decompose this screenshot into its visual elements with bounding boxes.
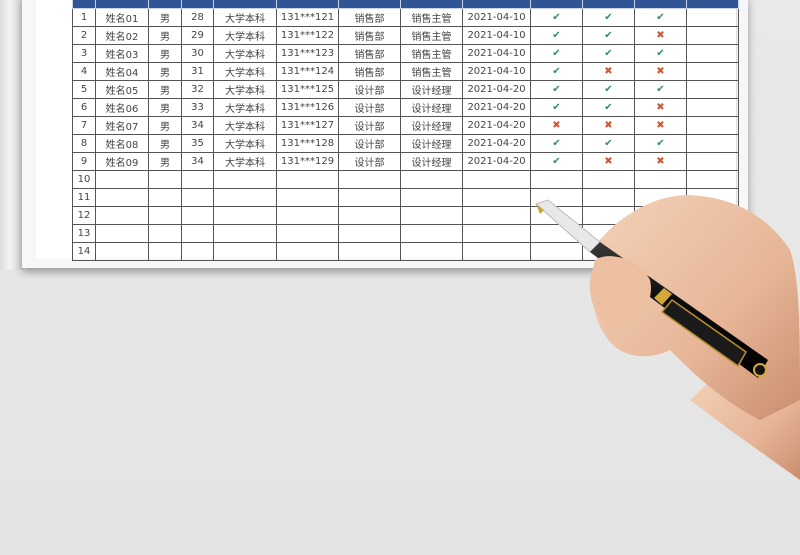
check-icon: ✔ [604,84,613,95]
check-icon: ✔ [604,30,613,41]
table-row: 9 姓名09 男 34 大学本科 131***129 设计部 设计经理 2021-04-20 ✔ ✖… [72,152,739,171]
check-icon: ✔ [552,30,561,41]
check-icon: ✔ [604,12,613,23]
check-icon: ✔ [604,138,613,149]
table-row: 7 姓名07 男 34 大学本科 131***127 设计部 设计经理 2021-04-20 ✖ ✖… [72,116,739,135]
check-icon: ✔ [604,102,613,113]
cross-icon: ✖ [552,120,561,131]
table-row-empty: 11 [72,188,739,207]
check-icon: ✔ [552,12,561,23]
cross-icon: ✖ [656,102,665,113]
check-icon: ✔ [604,48,613,59]
table-row: 1 姓名01 男 28 大学本科 131***121 销售部 销售主管 2021-04-10 ✔ ✔… [72,8,739,27]
check-icon: ✔ [656,12,665,23]
cross-icon: ✖ [656,66,665,77]
cross-icon: ✖ [604,156,613,167]
cross-icon: ✖ [604,120,613,131]
check-icon: ✔ [552,156,561,167]
check-icon: ✔ [552,66,561,77]
table-row: 6 姓名06 男 33 大学本科 131***126 设计部 设计经理 2021-04-20 ✔ ✔… [72,98,739,117]
cross-icon: ✖ [656,156,665,167]
background-band [0,0,24,270]
thumb-shape [589,256,651,330]
header-row [72,0,739,9]
check-icon: ✔ [552,102,561,113]
table-row-empty: 10 [72,170,739,189]
cross-icon: ✖ [656,30,665,41]
check-icon: ✔ [552,84,561,95]
cross-icon: ✖ [656,120,665,131]
employee-table: 1 姓名01 男 28 大学本科 131***121 销售部 销售主管 2021-04-10 ✔ ✔… [72,0,739,261]
check-icon: ✔ [656,138,665,149]
check-icon: ✔ [552,138,561,149]
check-icon: ✔ [656,84,665,95]
check-icon: ✔ [656,48,665,59]
cross-icon: ✖ [604,66,613,77]
check-icon: ✔ [552,48,561,59]
